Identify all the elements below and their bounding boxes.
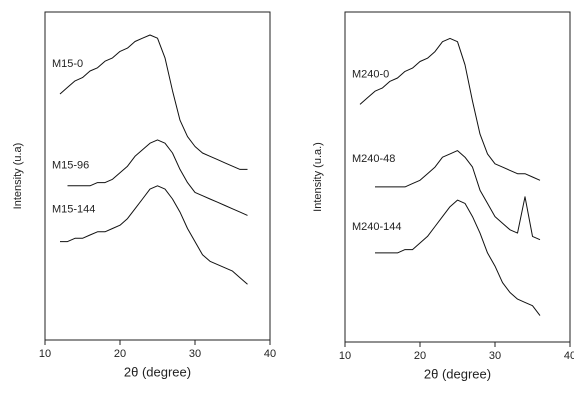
y-axis-label: Intensity (u.a.): [312, 142, 324, 212]
plot-frame: [44, 11, 271, 341]
series-label: M15-144: [52, 204, 95, 216]
x-tick-label: 20: [114, 348, 126, 360]
plot-frame: [344, 11, 571, 343]
series-label: M15-0: [52, 58, 83, 70]
series-label: M240-48: [352, 153, 395, 165]
x-tick-label: 30: [489, 350, 501, 362]
x-tick-label: 10: [339, 350, 351, 362]
x-tick-label: 40: [564, 350, 574, 362]
series-label: M240-0: [352, 68, 389, 80]
x-axis-label: 2θ (degree): [424, 366, 491, 381]
xrd-curve: [60, 185, 248, 285]
y-axis-label: Intensity (u.a): [12, 143, 24, 210]
xrd-curve: [375, 199, 541, 316]
x-tick-label: 10: [39, 348, 51, 360]
series-label: M240-144: [352, 221, 402, 233]
x-tick-label: 40: [264, 348, 276, 360]
series-label: M15-96: [52, 160, 89, 172]
xrd-curve: [67, 139, 248, 216]
xrd-curve: [59, 34, 248, 170]
xrd-curve: [375, 150, 541, 241]
x-tick-label: 20: [414, 350, 426, 362]
x-axis-label: 2θ (degree): [124, 364, 191, 379]
x-tick-label: 30: [189, 348, 201, 360]
xrd-curve: [359, 37, 541, 181]
